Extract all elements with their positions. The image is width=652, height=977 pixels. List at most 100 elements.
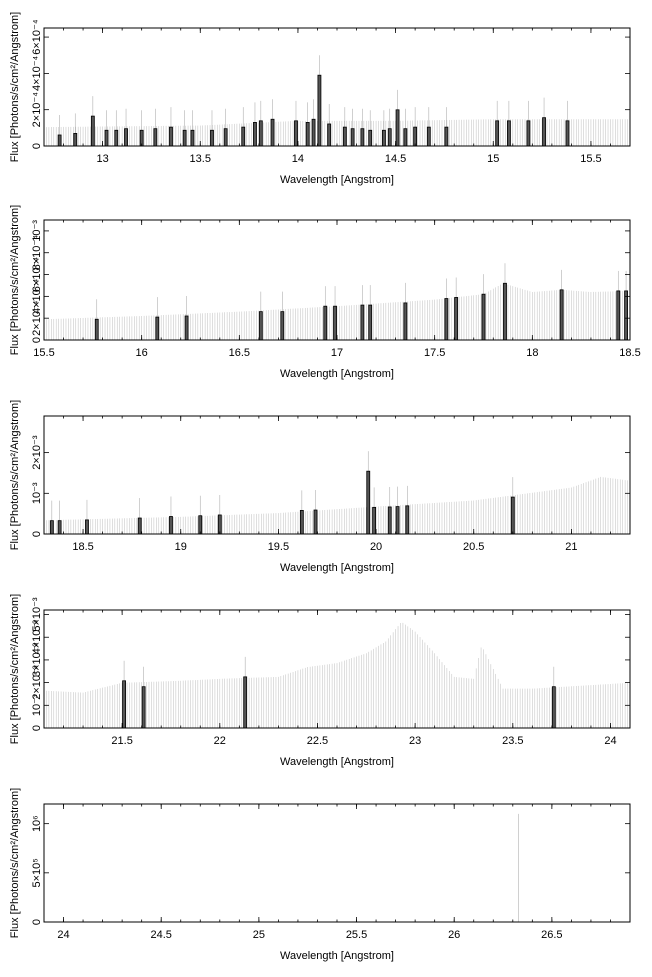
x-tick-label: 26 (448, 929, 460, 941)
x-tick-label: 25.5 (346, 929, 367, 941)
x-tick-label: 15 (487, 153, 499, 165)
y-axis-label: Flux [Photons/s/cm²/Angstrom] (9, 12, 21, 162)
emission-line-bar (114, 129, 119, 147)
emission-line-bar (444, 298, 449, 341)
y-tick-label: 2×10⁻³ (31, 435, 43, 470)
emission-line-bar (184, 315, 189, 341)
emission-line-bar (57, 134, 62, 147)
y-axis-label: Flux [Photons/s/cm²/Angstrom] (9, 788, 21, 938)
emission-line-bar (372, 506, 377, 535)
y-tick-label: 0 (31, 337, 43, 343)
emission-line-bar (317, 74, 322, 147)
emission-line-bar (542, 117, 546, 147)
emission-line-bar (258, 311, 263, 341)
x-tick-label: 23.5 (502, 735, 523, 747)
emission-line-bar (169, 516, 173, 535)
x-tick-label: 22.5 (307, 735, 328, 747)
emission-line-bar (395, 506, 400, 535)
y-tick-label: 6×10⁻⁴ (31, 19, 43, 55)
x-tick-label: 18 (526, 347, 538, 359)
y-tick-label: 0 (31, 725, 43, 731)
emission-line-bar (258, 120, 263, 147)
y-tick-label: 0 (31, 531, 43, 537)
y-tick-label: 3×10⁻³ (31, 642, 43, 677)
emission-line-bar (198, 515, 203, 535)
emission-line-bar (280, 311, 285, 341)
emission-line-bar (368, 304, 373, 341)
emission-line-bar (294, 120, 298, 147)
x-axis-label: Wavelength [Angstrom] (280, 368, 394, 380)
x-tick-label: 14.5 (385, 153, 406, 165)
x-tick-label: 21 (565, 541, 577, 553)
emission-line-bar (311, 118, 316, 147)
x-axis-label: Wavelength [Angstrom] (280, 950, 394, 962)
y-axis-label: Flux [Photons/s/cm²/Angstrom] (9, 594, 21, 744)
emission-line-bar (270, 118, 275, 147)
y-tick-label: 0 (31, 919, 43, 925)
x-tick-label: 17.5 (424, 347, 445, 359)
y-tick-label: 4×10⁻⁴ (31, 55, 43, 91)
emission-line-bar (360, 304, 365, 341)
x-tick-label: 18.5 (619, 347, 640, 359)
x-tick-label: 19.5 (268, 541, 289, 553)
y-tick-label: 8×10⁻⁴ (31, 235, 43, 271)
x-tick-label: 18.5 (72, 541, 93, 553)
x-tick-label: 25 (253, 929, 265, 941)
y-tick-label: 10⁻³ (31, 482, 43, 504)
chart-panel-4: 21.5 22 22.5 23 23.5 24 0 10⁻³2×10⁻³3×10⁻³4×10⁻… (9, 594, 631, 768)
emission-line-bar (124, 128, 128, 147)
emission-line-bar (243, 676, 248, 729)
emission-line-bar (94, 318, 99, 341)
emission-line-bar (190, 129, 195, 147)
emission-line-bar (182, 129, 187, 147)
x-tick-label: 13.5 (190, 153, 211, 165)
emission-line-bar (137, 517, 142, 535)
emission-line-bar (551, 686, 556, 729)
emission-line-bar (153, 128, 158, 147)
emission-line-bar (104, 129, 109, 147)
emission-line-bar (405, 505, 410, 535)
x-tick-label: 20 (370, 541, 382, 553)
emission-line-bar (360, 128, 365, 147)
x-tick-label: 21.5 (111, 735, 132, 747)
y-axis-label: Flux [Photons/s/cm²/Angstrom] (9, 205, 21, 355)
emission-line-bar (526, 120, 531, 147)
y-tick-label: 10⁻³ (31, 220, 43, 242)
emission-line-bar (210, 129, 214, 147)
y-axis-label: Flux [Photons/s/cm²/Angstrom] (9, 400, 21, 550)
emission-line-bar (426, 126, 431, 147)
emission-line-bar (624, 290, 628, 341)
emission-line-bar (122, 680, 126, 729)
emission-line-bar (169, 126, 173, 147)
x-tick-label: 24.5 (150, 929, 171, 941)
emission-line-bar (366, 470, 371, 535)
emission-line-bar (333, 305, 337, 341)
x-tick-label: 14 (292, 153, 304, 165)
emission-line-bar (327, 123, 332, 147)
y-tick-label: 2×10⁻⁴ (31, 300, 43, 336)
emission-line-bar (155, 316, 160, 341)
x-axis-label: Wavelength [Angstrom] (280, 562, 394, 574)
emission-line-bar (395, 109, 400, 147)
emission-line-bar (223, 128, 228, 147)
emission-line-bar (323, 305, 328, 341)
x-tick-label: 26.5 (541, 929, 562, 941)
chart-panel-5: 24 24.5 25 25.5 26 26.5 0 5×10⁵ 10⁶ Wavelength [A… (9, 788, 631, 962)
x-tick-label: 15.5 (580, 153, 601, 165)
x-tick-label: 24 (604, 735, 616, 747)
y-tick-label: 5×10⁵ (31, 858, 43, 887)
emission-line-bar (481, 293, 486, 341)
emission-line-bar (403, 302, 408, 341)
x-tick-label: 15.5 (33, 347, 54, 359)
emission-line-bar (403, 128, 408, 147)
plot-frame (43, 803, 631, 923)
emission-line-bar (49, 520, 54, 535)
emission-line-bar (241, 126, 246, 147)
x-tick-label: 20.5 (463, 541, 484, 553)
emission-line-bar (305, 122, 310, 147)
emission-line-bar (616, 290, 621, 341)
y-tick-label: 4×10⁻³ (31, 620, 43, 655)
emission-line-bar (217, 514, 222, 535)
chart-panel-3: 18.5 19 19.5 20 20.5 21 0 10⁻³ 2×10⁻³ Wavelength … (9, 400, 631, 574)
x-axis-label: Wavelength [Angstrom] (280, 756, 394, 768)
